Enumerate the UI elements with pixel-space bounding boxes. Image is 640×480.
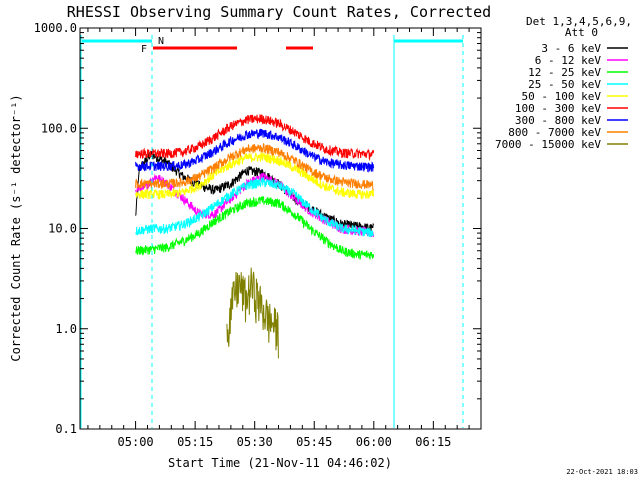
x-tick-label-1: 05:00 [118, 435, 154, 449]
x-tick-label-2: 05:15 [177, 435, 213, 449]
series-line-5 [135, 151, 375, 200]
series-line-8 [135, 143, 374, 191]
series-line-9 [226, 267, 279, 359]
x-tick-label-3: 05:30 [237, 435, 273, 449]
legend-label-2: 6 - 12 keV [535, 54, 602, 67]
legend-label-6: 100 - 300 keV [515, 102, 601, 115]
series-line-6 [135, 113, 375, 161]
legend-label-5: 50 - 100 keV [522, 90, 602, 103]
y-tick-label-1: 0.1 [55, 422, 77, 436]
x-axis-ticks: 05:00 05:15 05:30 05:45 06:00 06:15 [87, 28, 482, 449]
legend-label-1: 3 - 6 keV [541, 42, 601, 55]
timestamp: 22-Oct-2021 18:03 [566, 468, 638, 476]
night-flag-label: N [158, 36, 164, 47]
x-tick-label-6: 06:15 [415, 435, 451, 449]
series-line-7 [135, 128, 375, 173]
series-line-3 [135, 196, 375, 260]
legend-label-3: 12 - 25 keV [528, 66, 601, 79]
legend-header-line-2: Att 0 [565, 26, 598, 39]
x-tick-label-5: 06:00 [356, 435, 392, 449]
y-tick-label-5: 1000.0 [34, 21, 77, 35]
chart-title: RHESSI Observing Summary Count Rates, Co… [67, 3, 491, 21]
series-line-4 [135, 176, 374, 238]
y-tick-label-2: 1.0 [55, 322, 77, 336]
legend-header-line-1: Det 1,3,4,5,6,9, [526, 15, 632, 28]
y-axis-ticks: 0.1 1.0 10.0 100.0 1000.0 [34, 21, 481, 436]
y-tick-label-4: 100.0 [41, 121, 77, 135]
flags-layer: FN [80, 35, 464, 428]
legend-label-8: 800 - 7000 keV [508, 126, 601, 139]
plot-area [135, 113, 375, 359]
y-axis-label: Corrected Count Rate (s⁻¹ detector⁻¹) [9, 94, 23, 361]
legend-label-7: 300 - 800 keV [515, 114, 601, 127]
x-axis-label: Start Time (21-Nov-11 04:46:02) [168, 456, 392, 470]
flare-flag-label: F [141, 44, 147, 55]
x-tick-label-4: 05:45 [296, 435, 332, 449]
y-tick-label-3: 10.0 [48, 222, 77, 236]
series-line-1 [135, 151, 375, 232]
legend-label-9: 7000 - 15000 keV [495, 138, 601, 151]
legend-label-4: 25 - 50 keV [528, 78, 601, 91]
